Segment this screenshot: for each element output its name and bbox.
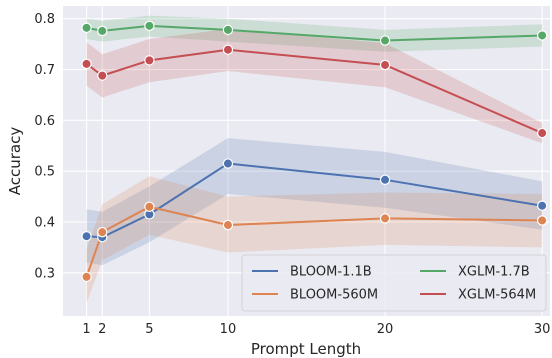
legend: BLOOM-1.1B XGLM-1.7B BLOOM-560M XGLM-564M [241, 254, 547, 312]
bloom-560m-point [379, 213, 391, 224]
x-tick-label: 20 [377, 322, 394, 337]
bloom-560m-point [81, 271, 92, 283]
xglm-1-7b-point [97, 25, 108, 37]
xglm-1-7b-point [379, 35, 391, 46]
xglm-1-7b-confidence-band [86, 15, 543, 52]
bloom-1-1b-confidence-band [86, 138, 543, 266]
bloom-1-1b-point [81, 231, 92, 242]
y-axis-ticks: 0.3 0.4 0.5 0.6 0.7 0.8 [34, 12, 55, 281]
xglm-1-7b-point [81, 22, 92, 34]
bloom-1-1b-point [536, 200, 548, 211]
legend-box [241, 254, 547, 312]
legend-label-xglm-564m: XGLM-564M [458, 288, 536, 303]
y-tick-label: 0.7 [34, 63, 55, 78]
legend-label-bloom-1-1b: BLOOM-1.1B [290, 265, 372, 280]
xglm-564m-confidence-band [86, 28, 543, 144]
xglm-564m-point [222, 44, 234, 55]
confidence-bands [86, 15, 543, 304]
xglm-1-7b-point [222, 24, 234, 36]
bloom-560m-point [536, 215, 548, 226]
y-axis-label: Accuracy [6, 127, 24, 196]
xglm-1-7b-point [536, 30, 548, 41]
series-points [81, 20, 548, 283]
y-tick-label: 0.6 [34, 114, 55, 129]
x-tick-label: 30 [534, 322, 551, 337]
x-axis-label: Prompt Length [251, 340, 361, 358]
bloom-560m-point [144, 201, 155, 212]
xglm-564m-point [81, 58, 92, 70]
x-axis-ticks: 1 2 5 10 20 30 [82, 322, 550, 337]
legend-label-xglm-1-7b: XGLM-1.7B [458, 265, 530, 280]
x-tick-label: 5 [145, 322, 153, 337]
bloom-560m-confidence-band [86, 176, 543, 304]
y-tick-label: 0.3 [34, 266, 55, 281]
y-tick-label: 0.4 [34, 215, 55, 230]
legend-label-bloom-560m: BLOOM-560M [290, 288, 378, 303]
x-tick-label: 1 [82, 322, 90, 337]
bloom-560m-point [222, 219, 234, 231]
xglm-564m-point [536, 127, 548, 139]
y-tick-label: 0.5 [34, 165, 55, 180]
y-tick-label: 0.8 [34, 12, 55, 27]
xglm-1-7b-point [144, 20, 155, 32]
bloom-560m-point [97, 226, 108, 238]
x-tick-label: 2 [98, 322, 106, 337]
xglm-564m-point [379, 59, 391, 71]
bloom-1-1b-point [222, 158, 234, 169]
xglm-564m-point [97, 70, 108, 81]
bloom-1-1b-point [379, 174, 391, 186]
xglm-564m-point [144, 55, 155, 66]
x-tick-label: 10 [220, 322, 237, 337]
